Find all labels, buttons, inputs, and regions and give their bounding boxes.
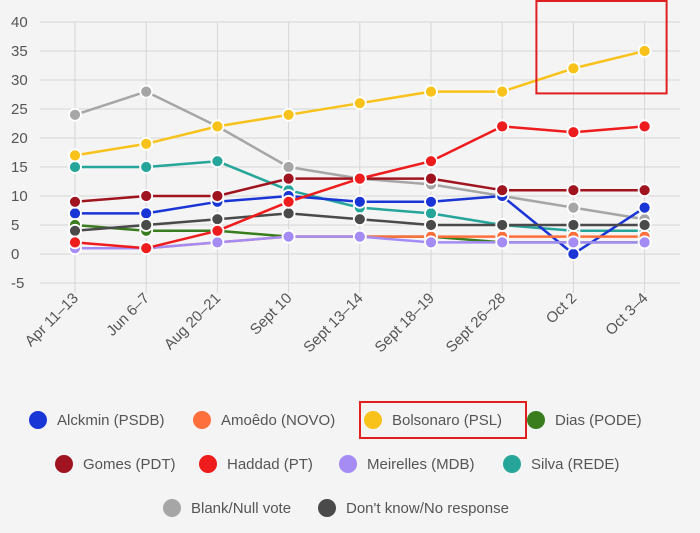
x-tick-label: Sept 10 xyxy=(247,290,296,339)
data-point-gomes-pdt xyxy=(139,189,154,203)
data-point-silva-rede xyxy=(68,160,82,174)
data-point-bolsonaro-psl xyxy=(495,84,510,99)
y-tick-label: 10 xyxy=(11,188,28,205)
data-point-alckmin-psdb xyxy=(68,206,82,221)
highlight-box-annotation xyxy=(535,0,668,95)
data-point-bolsonaro-psl xyxy=(352,96,367,111)
data-point-meirelles-mdb xyxy=(352,229,367,244)
y-tick-label: 20 xyxy=(11,130,28,147)
data-point-alckmin-psdb xyxy=(139,206,154,221)
legend-label-blank-null-vote: Blank/Null vote xyxy=(191,500,291,517)
legend-marker-blank-null-vote xyxy=(163,499,181,517)
data-point-haddad-pt xyxy=(281,194,296,209)
data-point-meirelles-mdb xyxy=(495,235,510,250)
x-tick-label: Oct 3–4 xyxy=(602,290,651,339)
data-point-don-t-know-no-response xyxy=(424,218,438,232)
data-point-meirelles-mdb xyxy=(566,235,581,250)
y-tick-label: 35 xyxy=(11,43,28,60)
data-point-bolsonaro-psl xyxy=(68,148,82,163)
legend-marker-silva-rede xyxy=(503,455,521,473)
data-point-silva-rede xyxy=(139,160,154,174)
x-tick-label: Sept 13–14 xyxy=(300,290,366,356)
data-point-bolsonaro-psl xyxy=(424,84,438,99)
data-point-bolsonaro-psl xyxy=(139,136,154,151)
x-tick-label: Oct 2 xyxy=(543,290,580,327)
data-point-gomes-pdt xyxy=(566,183,581,198)
data-point-gomes-pdt xyxy=(637,183,652,198)
data-point-gomes-pdt xyxy=(424,171,438,186)
legend-marker-amo-do-novo xyxy=(193,411,211,429)
data-point-blank-null-vote xyxy=(281,160,296,174)
data-point-haddad-pt xyxy=(210,223,225,238)
data-point-haddad-pt xyxy=(139,241,154,256)
data-point-don-t-know-no-response xyxy=(210,212,225,227)
legend-label-bolsonaro-psl: Bolsonaro (PSL) xyxy=(392,412,502,429)
y-tick-label: -5 xyxy=(11,275,24,292)
data-point-don-t-know-no-response xyxy=(495,218,510,232)
y-tick-label: 40 xyxy=(11,14,28,31)
data-point-meirelles-mdb xyxy=(281,229,296,244)
data-point-gomes-pdt xyxy=(495,183,510,198)
data-point-bolsonaro-psl xyxy=(566,61,581,76)
x-tick-label: Jun 6–7 xyxy=(103,290,153,340)
data-point-gomes-pdt xyxy=(68,194,82,209)
data-point-blank-null-vote xyxy=(139,84,154,99)
data-point-alckmin-psdb xyxy=(424,194,438,209)
legend-label-gomes-pdt: Gomes (PDT) xyxy=(83,456,176,473)
data-point-meirelles-mdb xyxy=(424,235,438,250)
data-point-haddad-pt xyxy=(352,171,367,186)
data-point-alckmin-psdb xyxy=(566,247,581,261)
data-point-don-t-know-no-response xyxy=(68,223,82,238)
legend-label-silva-rede: Silva (REDE) xyxy=(531,456,619,473)
data-point-silva-rede xyxy=(424,206,438,221)
legend-label-meirelles-mdb: Meirelles (MDB) xyxy=(367,456,475,473)
data-point-meirelles-mdb xyxy=(637,235,652,250)
legend-highlight-box xyxy=(359,401,527,439)
data-point-silva-rede xyxy=(210,154,225,169)
x-tick-label: Sept 26–28 xyxy=(443,290,509,356)
x-tick-label: Sept 18–19 xyxy=(372,290,438,356)
legend-marker-gomes-pdt xyxy=(55,455,73,473)
data-point-don-t-know-no-response xyxy=(352,212,367,227)
legend-marker-don-t-know-no-response xyxy=(318,499,336,517)
legend-marker-meirelles-mdb xyxy=(339,455,357,473)
y-tick-label: 25 xyxy=(11,101,28,118)
y-tick-label: 0 xyxy=(11,246,19,263)
data-point-gomes-pdt xyxy=(281,171,296,186)
data-point-blank-null-vote xyxy=(566,200,581,215)
legend-marker-dias-pode xyxy=(527,411,545,429)
legend-label-don-t-know-no-response: Don't know/No response xyxy=(346,500,509,517)
data-point-don-t-know-no-response xyxy=(566,218,581,232)
data-point-blank-null-vote xyxy=(68,107,82,122)
data-point-meirelles-mdb xyxy=(210,235,225,250)
data-point-haddad-pt xyxy=(495,119,510,134)
data-point-don-t-know-no-response xyxy=(139,218,154,232)
legend-label-alckmin-psdb: Alckmin (PSDB) xyxy=(57,412,165,429)
x-tick-label: Aug 20–21 xyxy=(161,290,224,353)
x-tick-label: Apr 11–13 xyxy=(22,290,82,350)
data-point-haddad-pt xyxy=(637,119,652,134)
legend-marker-alckmin-psdb xyxy=(29,411,47,429)
data-point-bolsonaro-psl xyxy=(210,119,225,134)
legend-label-dias-pode: Dias (PODE) xyxy=(555,412,642,429)
data-point-haddad-pt xyxy=(68,235,82,250)
legend-marker-haddad-pt xyxy=(199,455,217,473)
data-point-bolsonaro-psl xyxy=(637,44,652,58)
legend-label-haddad-pt: Haddad (PT) xyxy=(227,456,313,473)
legend-label-amo-do-novo: Amoêdo (NOVO) xyxy=(221,412,335,429)
data-point-don-t-know-no-response xyxy=(281,206,296,221)
y-tick-label: 15 xyxy=(11,159,28,176)
data-point-alckmin-psdb xyxy=(352,194,367,209)
y-tick-label: 5 xyxy=(11,217,19,234)
data-point-gomes-pdt xyxy=(210,189,225,203)
data-point-haddad-pt xyxy=(424,154,438,169)
data-point-haddad-pt xyxy=(566,125,581,140)
data-point-bolsonaro-psl xyxy=(281,107,296,122)
data-point-don-t-know-no-response xyxy=(637,218,652,232)
data-point-alckmin-psdb xyxy=(637,200,652,215)
legend-marker-bolsonaro-psl xyxy=(364,411,382,429)
y-tick-label: 30 xyxy=(11,72,28,89)
